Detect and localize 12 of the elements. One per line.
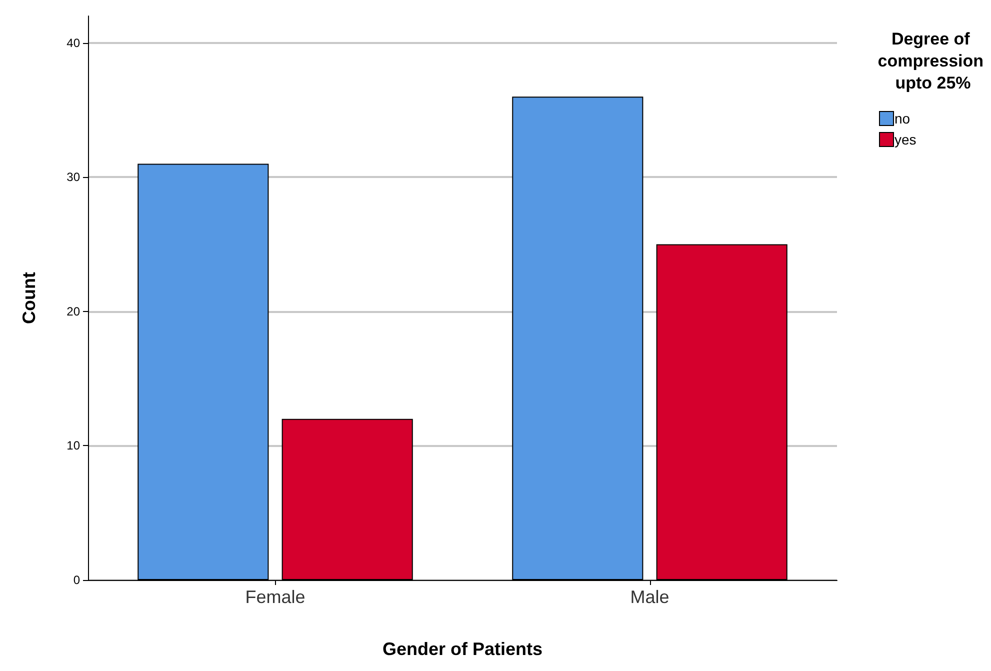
y-tick-label: 0	[73, 573, 80, 587]
y-tick-label: 20	[66, 304, 80, 318]
y-tick-label: 30	[66, 170, 80, 184]
y-axis-title: Count	[19, 272, 39, 324]
x-tick-label: Female	[245, 587, 306, 607]
x-axis-title: Gender of Patients	[382, 639, 543, 659]
y-tick-label: 10	[66, 438, 80, 453]
legend-label: yes	[894, 132, 916, 148]
x-tick-label: Male	[630, 587, 670, 607]
legend-label: no	[894, 110, 910, 126]
legend-title: Degree of compression upto 25%	[878, 30, 988, 92]
y-tick-label: 40	[66, 36, 80, 50]
